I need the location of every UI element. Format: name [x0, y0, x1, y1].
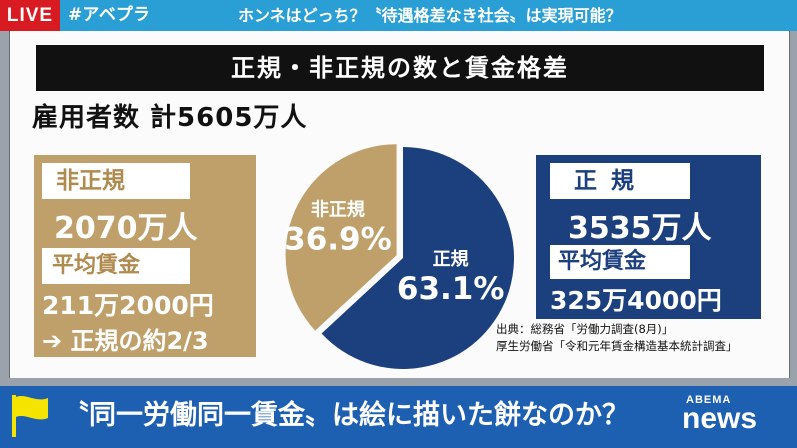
regular-summary: 正規 3535万人 平均賃金 325万4000円	[536, 155, 761, 319]
regular-count: 3535万人	[568, 211, 712, 246]
nonregular-wage-label: 平均賃金	[42, 248, 190, 284]
pie-percent-regular: 63.1%	[397, 271, 505, 307]
nonregular-wage: 211万2000円	[42, 291, 214, 320]
source-note: 出典：総務省「労働力調査(8月)」 厚生労働省「令和元年賃金構造基本統計調査」	[496, 321, 738, 355]
source-line-2: 厚生労働省「令和元年賃金構造基本統計調査」	[496, 339, 738, 353]
live-badge: LIVE	[0, 0, 60, 31]
infographic-panel: 正規・非正規の数と賃金格差 雇用者数 計5605万人 非正規 2070万人 平均…	[9, 31, 790, 378]
panel-title: 正規・非正規の数と賃金格差	[36, 45, 764, 91]
regular-wage-label: 平均賃金	[550, 245, 690, 279]
pie-slice-nonregular	[285, 144, 397, 331]
source-line-1: 出典：総務省「労働力調査(8月)」	[496, 322, 674, 336]
topic-headline: ホンネはどっち？〝待遇格差なき社会〟は実現可能？	[238, 6, 622, 25]
program-hashtag: #アベプラ	[68, 5, 150, 25]
nonregular-title: 非正規	[42, 163, 190, 199]
nonregular-count: 2070万人	[54, 211, 198, 246]
pie-label-regular: 正規	[433, 249, 469, 270]
pie-label-nonregular: 非正規	[311, 199, 365, 221]
nonregular-summary: 非正規 2070万人 平均賃金 211万2000円 ➔ 正規の約2/3	[34, 155, 256, 357]
pie-slice-regular	[321, 147, 514, 369]
news-logo-text: news	[682, 402, 758, 435]
nonregular-ratio-note: ➔ 正規の約2/3	[42, 327, 209, 355]
abema-logo-text: ABEMA	[686, 394, 732, 406]
pie-percent-nonregular: 36.9%	[284, 222, 392, 258]
caption-text: 〝同一労働同一賃金〟は絵に描いた餅なのか？	[62, 400, 629, 431]
caption-bar	[0, 386, 797, 448]
regular-title: 正規	[550, 163, 690, 199]
top-banner: LIVE #アベプラ ホンネはどっち？〝待遇格差なき社会〟は実現可能？	[0, 0, 797, 31]
regular-wage: 325万4000円	[550, 286, 722, 315]
flag-icon	[12, 395, 48, 437]
employee-total: 雇用者数 計5605万人	[32, 103, 308, 133]
